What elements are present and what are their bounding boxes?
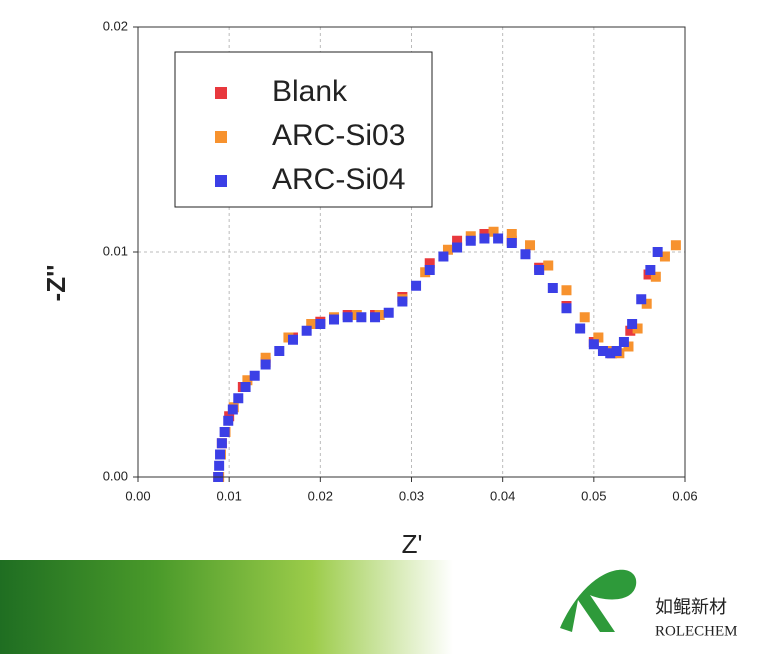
point [342, 312, 353, 323]
point [411, 280, 422, 291]
point [219, 427, 230, 437]
point [242, 375, 253, 386]
point [424, 258, 435, 269]
plot-frame [137, 26, 686, 478]
y-tick-label: 0.00 [103, 468, 128, 483]
point [356, 312, 367, 323]
x-axis-title: Z' [402, 529, 423, 559]
legend-marker [215, 175, 227, 187]
point [652, 247, 663, 257]
point [632, 323, 643, 334]
point [452, 242, 463, 253]
point [636, 294, 647, 305]
point [465, 235, 476, 246]
point [260, 359, 271, 370]
point [561, 303, 572, 314]
point [488, 226, 499, 237]
point [274, 346, 285, 356]
legend-marker [215, 131, 227, 143]
banner [0, 560, 781, 654]
point [561, 285, 572, 296]
x-tick-label: 0.00 [125, 488, 150, 503]
point [214, 460, 225, 471]
point [579, 312, 590, 323]
brand-en: ROLECHEM [655, 623, 738, 639]
legend-items: Blank ARC-Si03 ARC-Si04 [215, 75, 405, 196]
point [645, 265, 656, 275]
point [520, 249, 531, 260]
point [625, 325, 636, 336]
legend-label: Blank [272, 75, 348, 108]
point [650, 271, 661, 282]
point [641, 298, 652, 309]
series [213, 233, 663, 482]
brand-cn: 如鲲新材 [655, 597, 727, 618]
logo [560, 569, 637, 632]
x-tick-label: 0.02 [308, 488, 333, 503]
point [438, 251, 449, 262]
point [216, 438, 227, 449]
point [306, 319, 317, 329]
point [627, 319, 638, 329]
x-tick-label: 0.06 [672, 488, 697, 503]
x-tick-label: 0.03 [399, 488, 424, 503]
x-tick-label: 0.01 [217, 488, 242, 503]
point [287, 334, 298, 345]
legend-label: ARC-Si03 [272, 119, 405, 152]
point [442, 244, 453, 255]
point [370, 312, 381, 323]
point [249, 370, 260, 381]
point [493, 233, 504, 244]
y-axis-title: -Z'' [41, 265, 71, 302]
y-tick-label: 0.01 [103, 243, 128, 258]
point [547, 283, 558, 293]
point [659, 251, 670, 262]
point [597, 346, 608, 356]
point [670, 240, 681, 251]
x-tick-label: 0.05 [581, 488, 606, 503]
point [260, 352, 271, 363]
point [479, 233, 490, 244]
point [534, 265, 545, 275]
point [240, 382, 251, 392]
point [223, 415, 234, 426]
x-tick-label: 0.04 [490, 488, 515, 503]
legend-marker [215, 87, 227, 99]
point [233, 393, 244, 404]
point [605, 348, 616, 359]
point [329, 314, 340, 325]
point [315, 319, 326, 329]
point [227, 404, 238, 415]
point [618, 337, 629, 347]
point [397, 296, 408, 307]
point [215, 449, 226, 460]
point [506, 238, 517, 248]
point [593, 332, 604, 343]
legend-label: ARC-Si04 [272, 163, 405, 196]
point [506, 229, 517, 239]
y-tick-label: 0.02 [103, 18, 128, 33]
point [611, 346, 622, 356]
point [452, 235, 463, 246]
point [301, 325, 312, 336]
point [543, 260, 554, 271]
point [525, 240, 536, 251]
point [575, 323, 586, 334]
point [424, 265, 435, 275]
point [383, 307, 394, 318]
point [588, 339, 599, 350]
